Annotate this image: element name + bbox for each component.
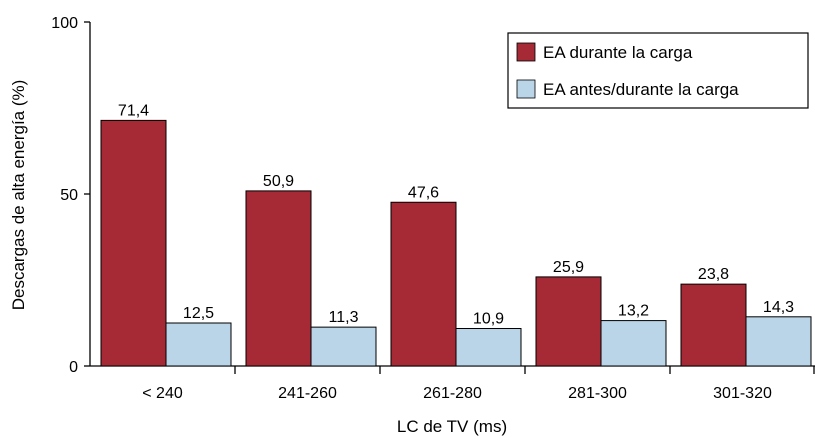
bar-series-2 — [165, 322, 232, 367]
y-tick-label: 50 — [60, 187, 78, 204]
bar-value-label: 23,8 — [698, 266, 729, 283]
legend-label-series-2: EA antes/durante la carga — [543, 80, 739, 99]
bar-series-2 — [310, 326, 377, 367]
bar-value-label: 12,5 — [183, 305, 214, 322]
bar-value-label: 71,4 — [118, 102, 149, 119]
y-ticks: 0 50 100 — [51, 15, 90, 376]
x-axis-label: LC de TV (ms) — [397, 417, 507, 436]
bar-value-label: 11,3 — [329, 309, 359, 326]
bar-series-2 — [455, 328, 522, 367]
bar-series-1 — [535, 276, 602, 367]
y-tick-label: 100 — [51, 15, 78, 32]
bar-series-1 — [680, 283, 747, 367]
bar-series-1 — [100, 119, 167, 367]
y-axis-label: Descargas de alta energía (%) — [9, 80, 28, 311]
y-tick-label: 0 — [69, 359, 78, 376]
x-tick-label: 281-300 — [568, 385, 627, 402]
x-tick-label: 241-260 — [278, 385, 337, 402]
legend-box — [507, 32, 809, 109]
legend-swatch-series-2 — [516, 79, 536, 99]
bar-value-label: 10,9 — [473, 311, 504, 328]
bar-series-2 — [745, 316, 812, 367]
x-tick-label: 261-280 — [423, 385, 482, 402]
bar-value-label: 13,2 — [618, 303, 649, 320]
x-tick-label: 301-320 — [713, 385, 772, 402]
bar-value-labels: 71,4 12,5 50,9 11,3 47,6 10,9 25,9 13,2 23,8 14,3 — [118, 102, 794, 327]
bar-value-label: 25,9 — [553, 259, 584, 276]
bar-series-1 — [390, 201, 457, 367]
x-ticks: < 240 241-260 261-280 281-300 301-320 — [142, 366, 815, 402]
bar-series-1 — [245, 190, 312, 367]
bars — [100, 119, 812, 367]
legend-swatch-series-1 — [516, 42, 536, 62]
bar-value-label: 50,9 — [263, 173, 294, 190]
bar-value-label: 14,3 — [763, 299, 794, 316]
x-tick-label: < 240 — [142, 385, 183, 402]
bar-series-2 — [600, 320, 667, 367]
bar-value-label: 47,6 — [408, 184, 439, 201]
legend: EA durante la carga EA antes/durante la … — [507, 32, 809, 109]
legend-label-series-1: EA durante la carga — [543, 43, 693, 62]
